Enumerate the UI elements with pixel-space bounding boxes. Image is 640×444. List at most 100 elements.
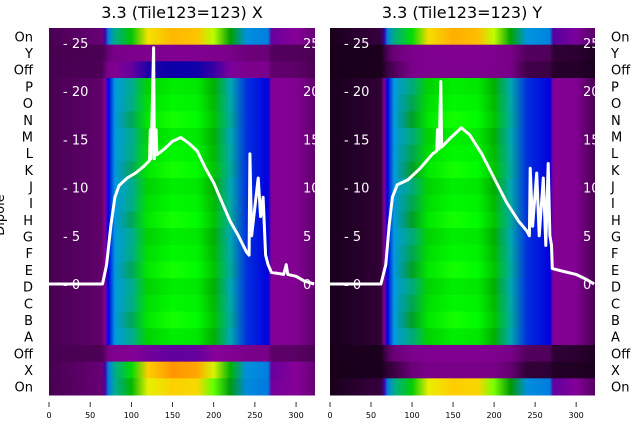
line-tick-label: - 25 xyxy=(63,37,88,52)
row-label: O xyxy=(23,97,33,112)
heatmap-row-l xyxy=(330,144,595,162)
heatmap-row-o xyxy=(49,94,315,112)
x-tick-label: 150 xyxy=(165,411,180,420)
heatmap-row-off xyxy=(330,344,595,363)
heatmap-row-c xyxy=(330,294,595,313)
heatmap-row-g xyxy=(49,228,315,246)
line-tick-label-right: 10 xyxy=(583,182,600,197)
row-label: M xyxy=(22,130,33,145)
row-label: On xyxy=(611,30,629,45)
heatmap xyxy=(330,28,595,396)
heatmap-row-m xyxy=(330,128,595,146)
line-tick-label-right: 25 xyxy=(303,37,320,52)
row-label: B xyxy=(24,314,33,329)
heatmap-row-j xyxy=(49,178,315,196)
y-axis-label: Dipole xyxy=(0,194,8,235)
line-tick-label: - 15 xyxy=(344,133,369,148)
row-label: D xyxy=(23,281,33,296)
heatmap-row-x xyxy=(330,361,595,379)
row-label: P xyxy=(611,80,619,95)
line-tick-label: - 20 xyxy=(63,85,88,100)
row-label: Off xyxy=(14,347,34,362)
row-label: O xyxy=(611,97,621,112)
heatmap-row-k xyxy=(330,161,595,179)
line-tick-label: - 10 xyxy=(63,182,88,197)
heatmap-row-c xyxy=(49,294,315,313)
heatmap-row-i xyxy=(49,194,315,212)
heatmap-row-off xyxy=(49,344,315,363)
panel-x: 3.3 (Tile123=123) XOnYOffPONMLKJIHGFEDCB… xyxy=(0,3,320,420)
chart-title: 3.3 (Tile123=123) Y xyxy=(382,3,543,22)
heatmap-row-off xyxy=(330,61,595,79)
row-label: X xyxy=(24,364,33,379)
row-label: F xyxy=(26,247,33,262)
heatmap-row-n xyxy=(49,111,315,129)
heatmap-row-j xyxy=(330,178,595,196)
line-tick-label: - 15 xyxy=(63,133,88,148)
chart-title: 3.3 (Tile123=123) X xyxy=(101,3,263,22)
line-tick-label: - 25 xyxy=(344,37,369,52)
row-label: On xyxy=(15,381,33,396)
panel-y: 3.3 (Tile123=123) YOnYOffPONMLKJIHGFEDCB… xyxy=(327,3,631,420)
row-label: P xyxy=(25,80,33,95)
row-label: G xyxy=(611,231,621,246)
row-label: On xyxy=(15,30,33,45)
x-tick-label: 100 xyxy=(124,411,139,420)
row-label: B xyxy=(611,314,620,329)
row-label: L xyxy=(26,147,34,162)
x-tick-label: 300 xyxy=(288,411,303,420)
heatmap-row-d xyxy=(49,278,315,296)
heatmap-row-l xyxy=(49,144,315,162)
row-label: Off xyxy=(14,64,34,79)
x-tick-label: 0 xyxy=(327,411,332,420)
line-tick-label-right: 20 xyxy=(303,85,320,100)
row-label: A xyxy=(24,331,33,346)
row-label: D xyxy=(611,281,621,296)
row-label: Off xyxy=(611,347,631,362)
row-label: I xyxy=(611,197,615,212)
row-label: K xyxy=(24,164,33,179)
line-tick-label-right: 0 xyxy=(303,278,311,293)
line-tick-label-right: 15 xyxy=(303,133,320,148)
line-tick-label-right: 0 xyxy=(583,278,591,293)
x-tick-label: 150 xyxy=(445,411,460,420)
heatmap-row-a xyxy=(330,328,595,346)
row-label: N xyxy=(611,114,621,129)
row-label: M xyxy=(611,130,622,145)
heatmap-row-p xyxy=(49,78,315,96)
line-tick-label: - 5 xyxy=(63,230,80,245)
heatmap-row-on xyxy=(49,28,315,46)
row-label: C xyxy=(611,297,620,312)
x-tick-label: 100 xyxy=(404,411,419,420)
row-label: C xyxy=(24,297,33,312)
line-tick-label-right: 25 xyxy=(583,37,600,52)
line-tick-label-right: 20 xyxy=(583,85,600,100)
heatmap-row-off xyxy=(49,61,315,79)
line-tick-label: - 10 xyxy=(344,182,369,197)
x-tick-label: 50 xyxy=(366,411,376,420)
x-tick-label: 0 xyxy=(46,411,51,420)
row-label: N xyxy=(23,114,33,129)
row-label: E xyxy=(611,264,619,279)
heatmap-row-f xyxy=(330,244,595,263)
heatmap-row-p xyxy=(330,78,595,96)
heatmap-row-d xyxy=(330,278,595,296)
row-label: Y xyxy=(610,47,619,62)
heatmap-row-n xyxy=(330,111,595,129)
heatmap-row-on xyxy=(330,378,595,396)
series-line xyxy=(49,46,315,286)
heatmap-row-e xyxy=(49,261,315,279)
heatmap-row-k xyxy=(49,161,315,179)
line-tick-label: - 20 xyxy=(344,85,369,100)
heatmap-row-x xyxy=(49,361,315,379)
line-tick-label-right: 5 xyxy=(303,230,311,245)
heatmap-row-i xyxy=(330,194,595,212)
row-label: L xyxy=(611,147,619,162)
row-label: A xyxy=(611,331,620,346)
heatmap-row-h xyxy=(49,211,315,229)
heatmap-row-on xyxy=(330,28,595,46)
row-label: F xyxy=(611,247,618,262)
heatmap-row-g xyxy=(330,228,595,246)
heatmap-row-on xyxy=(49,378,315,396)
